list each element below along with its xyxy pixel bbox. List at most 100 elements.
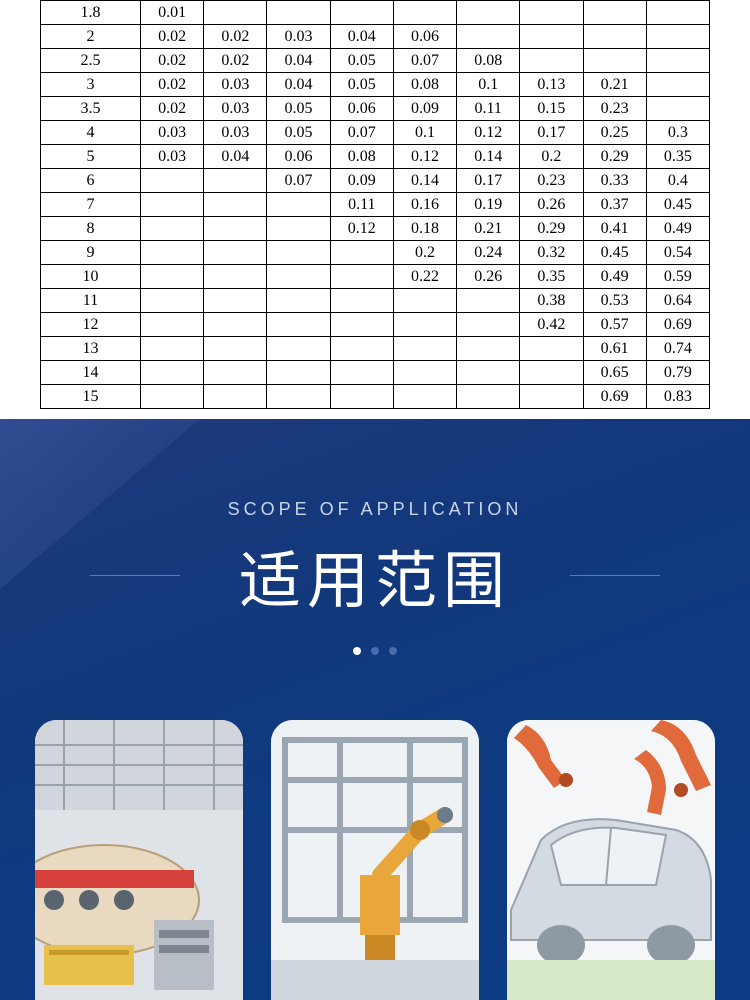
table-cell: 0.04	[267, 49, 330, 73]
table-cell: 0.04	[330, 25, 393, 49]
table-cell	[646, 73, 709, 97]
table-cell: 0.35	[646, 145, 709, 169]
table-cell: 0.69	[583, 385, 646, 409]
table-cell	[393, 385, 456, 409]
table-cell: 0.41	[583, 217, 646, 241]
table-cell: 0.24	[457, 241, 520, 265]
table-cell	[457, 337, 520, 361]
table-cell: 0.11	[457, 97, 520, 121]
table-cell: 0.61	[583, 337, 646, 361]
table-cell	[267, 313, 330, 337]
table-cell	[457, 25, 520, 49]
table-cell	[583, 1, 646, 25]
title-line-left	[90, 575, 180, 576]
table-cell: 0.05	[330, 73, 393, 97]
table-cell: 0.02	[141, 97, 204, 121]
table-row: 50.030.040.060.080.120.140.20.290.35	[41, 145, 710, 169]
dot-1[interactable]	[353, 647, 361, 655]
table-cell	[520, 385, 583, 409]
table-cell	[646, 1, 709, 25]
table-cell: 0.03	[141, 145, 204, 169]
table-cell: 0.03	[204, 73, 267, 97]
table-cell: 0.65	[583, 361, 646, 385]
table-cell: 0.08	[393, 73, 456, 97]
table-cell: 12	[41, 313, 141, 337]
table-cell: 0.22	[393, 265, 456, 289]
table-cell: 0.18	[393, 217, 456, 241]
table-cell	[393, 1, 456, 25]
robot-line-illustration-icon	[271, 720, 479, 1000]
table-cell: 0.05	[330, 49, 393, 73]
table-cell	[457, 361, 520, 385]
scope-subtitle: SCOPE OF APPLICATION	[0, 499, 750, 520]
table-row: 20.020.020.030.040.06	[41, 25, 710, 49]
table-cell	[267, 385, 330, 409]
table-cell: 0.29	[583, 145, 646, 169]
table-cell: 0.09	[393, 97, 456, 121]
table-cell: 0.45	[646, 193, 709, 217]
table-cell: 0.74	[646, 337, 709, 361]
card-car-body-robots	[507, 720, 715, 1000]
table-row: 150.690.83	[41, 385, 710, 409]
table-cell: 0.17	[520, 121, 583, 145]
table-cell: 0.01	[141, 1, 204, 25]
table-cell	[141, 289, 204, 313]
table-cell: 0.15	[520, 97, 583, 121]
scope-title-text: 适用范围	[239, 547, 511, 616]
table-cell: 0.2	[520, 145, 583, 169]
table-cell	[204, 289, 267, 313]
dot-2[interactable]	[371, 647, 379, 655]
table-cell: 0.45	[583, 241, 646, 265]
table-cell: 0.09	[330, 169, 393, 193]
scope-section: SCOPE OF APPLICATION 适用范围	[0, 419, 750, 1000]
table-cell: 0.19	[457, 193, 520, 217]
card-aircraft-assembly	[35, 720, 243, 1000]
dot-3[interactable]	[389, 647, 397, 655]
table-cell: 15	[41, 385, 141, 409]
table-cell: 0.03	[204, 97, 267, 121]
table-cell	[267, 361, 330, 385]
table-cell	[520, 337, 583, 361]
table-cell: 0.26	[520, 193, 583, 217]
table-cell: 0.21	[457, 217, 520, 241]
table-row: 3.50.020.030.050.060.090.110.150.23	[41, 97, 710, 121]
table-cell: 0.02	[204, 25, 267, 49]
table-cell: 0.23	[520, 169, 583, 193]
table-cell: 0.54	[646, 241, 709, 265]
table-row: 140.650.79	[41, 361, 710, 385]
card-robotic-line	[271, 720, 479, 1000]
table-cell	[267, 289, 330, 313]
application-cards	[0, 660, 750, 1000]
table-cell: 0.38	[520, 289, 583, 313]
table-cell: 0.59	[646, 265, 709, 289]
table-cell: 0.06	[330, 97, 393, 121]
table-cell: 0.42	[520, 313, 583, 337]
table-cell	[204, 265, 267, 289]
table-row: 100.220.260.350.490.59	[41, 265, 710, 289]
title-line-right	[570, 575, 660, 576]
table-row: 130.610.74	[41, 337, 710, 361]
table-cell	[141, 241, 204, 265]
table-cell	[330, 265, 393, 289]
table-cell: 0.03	[141, 121, 204, 145]
table-cell	[204, 241, 267, 265]
table-cell	[141, 313, 204, 337]
table-cell: 0.12	[457, 121, 520, 145]
carousel-dots	[0, 642, 750, 660]
table-cell	[267, 241, 330, 265]
table-cell: 0.16	[393, 193, 456, 217]
table-cell: 0.07	[393, 49, 456, 73]
table-cell: 8	[41, 217, 141, 241]
table-row: 1.80.01	[41, 1, 710, 25]
table-cell: 0.2	[393, 241, 456, 265]
table-cell	[646, 97, 709, 121]
table-cell: 0.4	[646, 169, 709, 193]
table-cell	[583, 25, 646, 49]
car-robots-illustration-icon	[507, 720, 715, 1000]
table-cell: 0.12	[393, 145, 456, 169]
table-cell	[457, 289, 520, 313]
table-cell: 0.57	[583, 313, 646, 337]
table-cell	[141, 169, 204, 193]
table-cell: 0.08	[457, 49, 520, 73]
table-cell: 0.17	[457, 169, 520, 193]
